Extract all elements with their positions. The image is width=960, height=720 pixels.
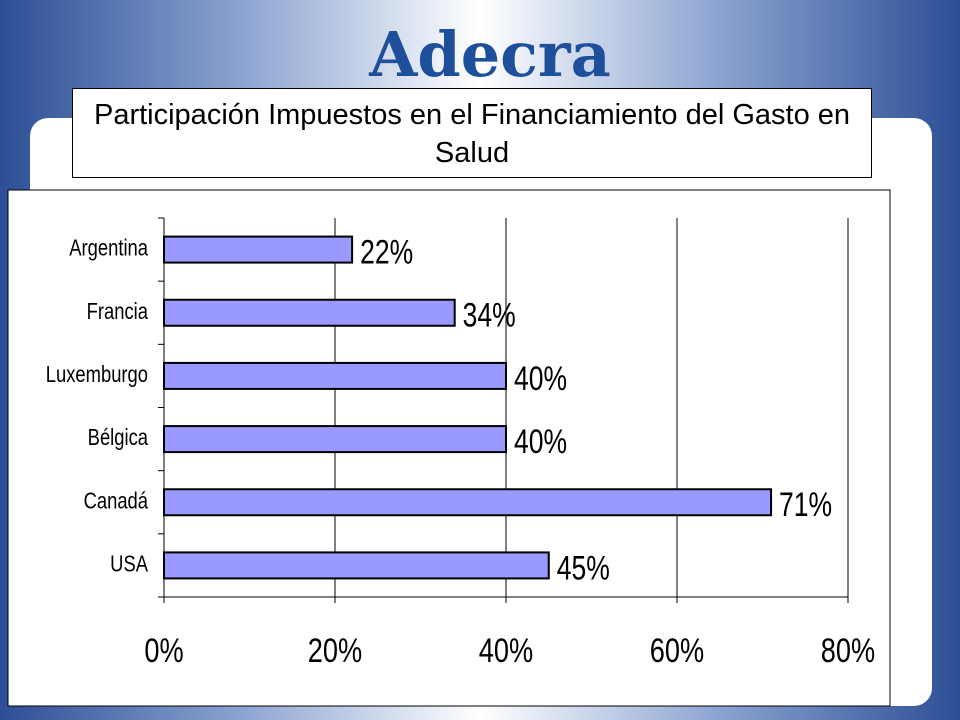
logo: Adecra — [369, 18, 611, 91]
x-tick-label: 0% — [144, 631, 183, 670]
x-tick-label: 40% — [479, 631, 533, 670]
value-label: 22% — [360, 233, 413, 271]
value-label: 34% — [463, 297, 516, 335]
bar — [163, 298, 456, 327]
bar — [163, 551, 550, 580]
x-tick-label: 80% — [821, 631, 875, 670]
x-tick-label: 20% — [308, 631, 362, 670]
value-label: 40% — [514, 360, 567, 398]
y-tick-label: Canadá — [84, 488, 149, 513]
bar — [163, 361, 507, 390]
y-tick-label: Luxemburgo — [46, 362, 148, 387]
y-tick-label: USA — [110, 552, 148, 577]
y-tick-label: Argentina — [69, 236, 148, 261]
bar — [163, 488, 773, 517]
value-label: 40% — [514, 423, 567, 461]
y-tick-label: Bélgica — [88, 425, 149, 450]
y-tick-label: Francia — [87, 299, 149, 324]
bar — [163, 235, 354, 264]
x-tick-label: 60% — [650, 631, 704, 670]
chart-title: Participación Impuestos en el Financiami… — [72, 88, 872, 178]
value-label: 71% — [779, 486, 832, 524]
value-label: 45% — [557, 549, 610, 587]
bar — [163, 425, 507, 454]
